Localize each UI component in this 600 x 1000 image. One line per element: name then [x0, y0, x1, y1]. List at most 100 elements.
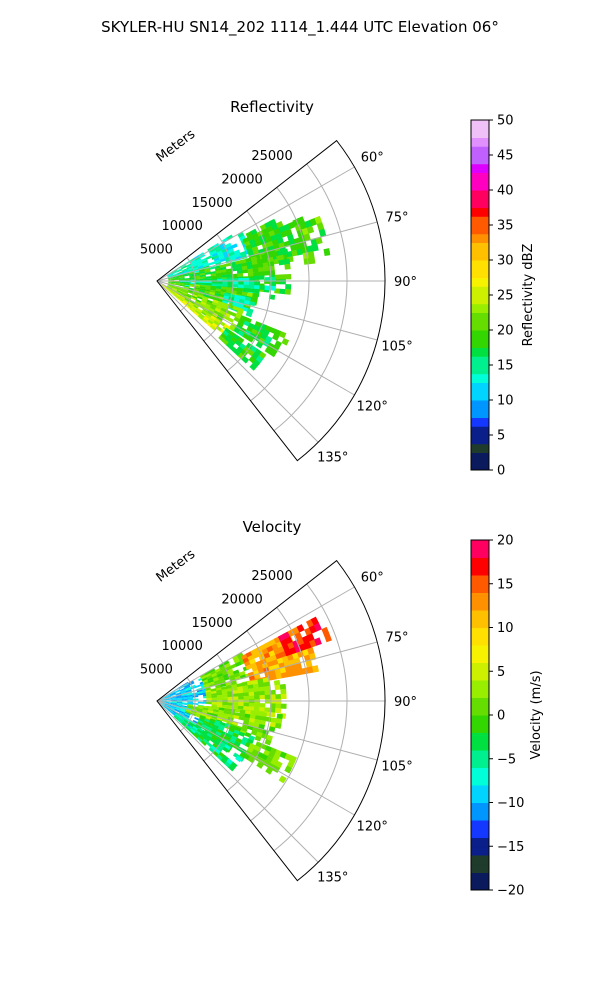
radar-cell: [219, 257, 226, 263]
radar-cell: [216, 692, 223, 696]
radar-cell: [263, 652, 271, 659]
radar-cell: [220, 289, 227, 293]
radar-cell: [231, 683, 238, 689]
radar-cell: [201, 677, 208, 682]
radar-cell: [165, 704, 171, 707]
radar-cell: [194, 273, 201, 277]
range-tick-label: 20000: [221, 172, 262, 187]
radar-cell: [243, 299, 251, 305]
radar-cell: [174, 714, 181, 719]
radar-cell: [222, 702, 229, 706]
radar-cell: [181, 702, 188, 704]
radar-cell: [182, 270, 189, 274]
radar-cell: [251, 296, 258, 302]
radar-cell: [177, 272, 184, 275]
colorbar-swatch: [471, 408, 489, 418]
radar-cell: [207, 710, 214, 714]
radar-cell: [168, 277, 174, 280]
radar-cell: [195, 730, 202, 736]
radar-cell: [213, 257, 221, 262]
radar-cell: [224, 723, 232, 729]
colorbar-swatch: [471, 303, 489, 313]
radar-cell: [183, 285, 190, 288]
range-ring: [250, 607, 310, 822]
radar-cell: [254, 703, 261, 708]
radar-cell: [253, 285, 260, 290]
colorbar-swatch: [471, 802, 489, 812]
radar-cell: [184, 685, 191, 690]
radar-cell: [285, 228, 293, 236]
radar-cell: [275, 673, 283, 680]
radar-cell: [214, 748, 221, 755]
radar-cell: [204, 288, 211, 293]
radar-cell: [247, 654, 255, 661]
radar-cell: [217, 252, 225, 258]
azimuth-tick-label: 60°: [361, 151, 384, 166]
colorbar-swatch: [471, 811, 489, 821]
radar-cell: [223, 710, 230, 715]
radar-cell: [199, 288, 206, 291]
radar-cell: [216, 697, 223, 701]
radar-cell: [178, 274, 185, 277]
colorbar-swatch: [471, 128, 489, 138]
radar-cell: [187, 291, 194, 295]
radar-cell: [210, 271, 217, 275]
radar-cell: [226, 274, 233, 278]
radar-cell: [217, 675, 225, 680]
radar-cell: [235, 260, 242, 265]
radar-cell: [189, 259, 196, 264]
radar-cell: [180, 708, 187, 711]
colorbar-swatch: [471, 295, 489, 305]
radar-cell: [222, 660, 230, 666]
radar-cell: [205, 285, 212, 288]
radar-cell: [200, 257, 208, 262]
radar-cell: [286, 233, 295, 242]
radar-cell: [253, 687, 260, 693]
radar-cell: [202, 261, 209, 266]
radar-cell: [187, 267, 194, 271]
radar-cell: [236, 682, 243, 688]
azimuth-tick-label: 90°: [394, 275, 417, 290]
radar-cell: [233, 316, 241, 323]
radar-cell: [224, 735, 232, 742]
colorbar-swatch: [471, 662, 489, 672]
radar-cell: [215, 670, 223, 676]
radar-cell: [245, 257, 252, 263]
radar-cell: [205, 276, 212, 279]
azimuth-spoke: [156, 280, 378, 341]
radar-cell: [182, 267, 188, 272]
colorbar-swatch: [471, 557, 489, 567]
radar-cell: [270, 654, 278, 662]
radar-cell: [213, 242, 220, 249]
radar-cell: [176, 268, 183, 272]
colorbar-swatch: [471, 750, 489, 760]
radar-cell: [273, 679, 281, 686]
radar-cell: [166, 287, 172, 292]
radar-cell: [259, 285, 266, 290]
radar-cell: [160, 699, 167, 701]
radar-cell: [211, 322, 218, 329]
radar-cell: [171, 287, 178, 292]
radar-cell: [318, 228, 327, 237]
radar-cell: [227, 696, 234, 700]
radar-cell: [252, 683, 260, 689]
range-tick-label: 25000: [251, 569, 292, 584]
radar-cell: [216, 694, 223, 698]
radar-cell: [208, 679, 215, 684]
radar-cell: [222, 330, 230, 337]
radar-cell: [165, 287, 171, 292]
radar-cell: [247, 234, 255, 241]
radar-cell: [176, 703, 183, 706]
radar-cell: [258, 723, 265, 730]
radar-cell: [174, 715, 180, 720]
radar-cell: [200, 276, 207, 279]
radar-cell: [243, 717, 251, 722]
radar-cell: [226, 687, 233, 692]
radar-cell: [163, 706, 169, 711]
radar-cell: [184, 283, 191, 286]
radar-cell: [228, 251, 236, 257]
colorbar-tick-label: 30: [497, 254, 514, 269]
colorbar-swatch: [471, 172, 489, 182]
radar-cell: [254, 695, 261, 700]
range-ring: [226, 210, 272, 372]
